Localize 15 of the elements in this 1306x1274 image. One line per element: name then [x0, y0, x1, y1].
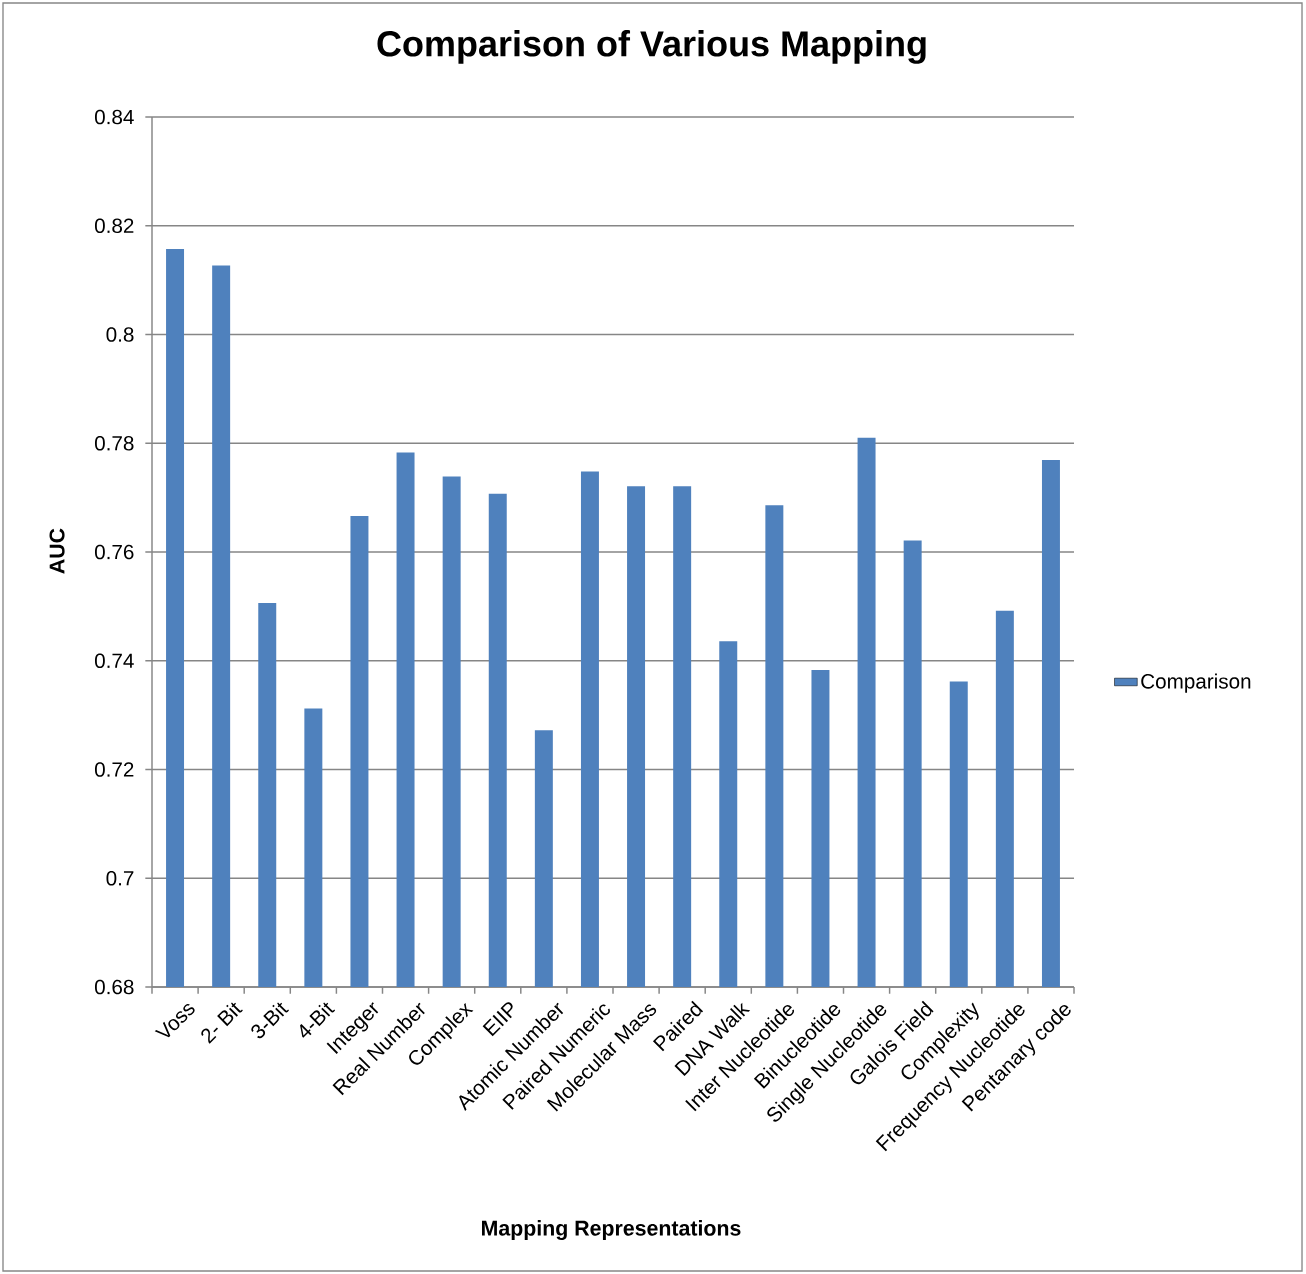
y-tick-label: 0.72: [94, 762, 134, 777]
y-tick-label: 0.8: [106, 327, 134, 342]
chart-title: Comparison of Various Mapping: [377, 30, 926, 64]
y-tick-label: 0.74: [94, 653, 134, 669]
y-axis-title: AUC: [49, 528, 65, 574]
y-tick-label: 0.7: [106, 870, 134, 886]
x-tick-label: 2- Bit: [201, 1002, 243, 1044]
x-tick-label: Voss: [154, 1003, 195, 1038]
legend-label: Comparison: [1141, 673, 1251, 693]
y-tick-label: 0.84: [94, 109, 134, 125]
x-axis-title: Mapping Representations: [482, 1220, 741, 1240]
y-tick-label: 0.78: [94, 435, 134, 451]
y-tick-label: 0.76: [94, 544, 134, 560]
y-tick-label: 0.82: [94, 218, 134, 234]
y-tick-label: 0.68: [94, 979, 134, 995]
